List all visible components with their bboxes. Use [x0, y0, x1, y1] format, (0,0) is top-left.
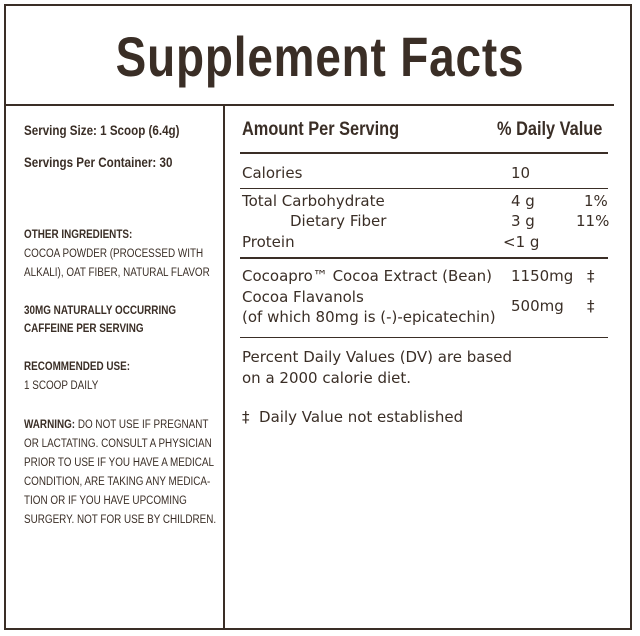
caffeine-line-2: CAFFEINE PER SERVING [24, 323, 144, 335]
recommended-use-text: 1 SCOOP DAILY [24, 380, 99, 392]
flavanols-amount: 500mg [511, 297, 564, 315]
other-ingredients-line-2: ALKALI), OAT FIBER, NATURAL FLAVOR [24, 267, 210, 279]
panel-title: Supplement Facts [115, 25, 525, 88]
flavanols-dv: ‡ [587, 297, 595, 315]
daily-value-header: % Daily Value [497, 119, 603, 140]
serving-size: Serving Size: 1 Scoop (6.4g) [24, 123, 180, 138]
cocoa-extract-dv: ‡ [587, 267, 595, 285]
total-carb-label: Total Carbohydrate [242, 192, 385, 210]
flavanols-label: Cocoa Flavanols [242, 288, 364, 306]
protein-label: Protein [242, 233, 295, 251]
calories-label: Calories [242, 164, 303, 182]
total-carb-dv: 1% [584, 192, 608, 210]
footnote-line-1: Percent Daily Values (DV) are based [242, 348, 513, 366]
calories-rule [240, 188, 608, 189]
supplement-facts-panel [4, 4, 632, 630]
caffeine-line-1: 30MG NATURALLY OCCURRING [24, 305, 177, 317]
protein-amount: <1 g [503, 233, 540, 251]
servings-per-container: Servings Per Container: 30 [24, 155, 173, 170]
dietary-fiber-label: Dietary Fiber [290, 212, 387, 230]
warning-label: WARNING: [24, 419, 76, 431]
warning-line-6: SURGERY. NOT FOR USE BY CHILDREN. [24, 514, 217, 526]
cocoa-extract-amount: 1150mg [511, 267, 574, 285]
recommended-use-label: RECOMMENDED USE: [24, 361, 131, 373]
warning-line-1: WARNING: DO NOT USE IF PREGNANT [24, 419, 209, 431]
warning-line-4: CONDITION, ARE TAKING ANY MEDICA- [24, 476, 211, 488]
extract-rule [240, 337, 608, 338]
total-carb-amount: 4 g [511, 192, 535, 210]
other-ingredients-label: OTHER INGREDIENTS: [24, 229, 133, 241]
dietary-fiber-dv: 11% [576, 212, 610, 230]
footnote-line-2: on a 2000 calorie diet. [242, 369, 412, 387]
dagger-note: ‡ Daily Value not established [242, 408, 464, 426]
calories-amount: 10 [511, 164, 531, 182]
title-divider [5, 104, 614, 106]
warning-line-3: PRIOR TO USE IF YOU HAVE A MEDICAL [24, 457, 214, 469]
other-ingredients-line-1: COCOA POWDER (PROCESSED WITH [24, 248, 204, 260]
nutrients-rule [240, 257, 608, 259]
column-divider [223, 106, 225, 630]
dietary-fiber-amount: 3 g [511, 212, 535, 230]
flavanols-sublabel: (of which 80mg is (-)-epicatechin) [242, 308, 496, 326]
warning-line-5: TION OR IF YOU HAVE UPCOMING [24, 495, 187, 507]
header-rule [240, 152, 608, 154]
warning-line-2: OR LACTATING. CONSULT A PHYSICIAN [24, 438, 212, 450]
amount-per-serving-header: Amount Per Serving [242, 119, 400, 140]
cocoa-extract-label: Cocoapro™ Cocoa Extract (Bean) [242, 267, 493, 285]
